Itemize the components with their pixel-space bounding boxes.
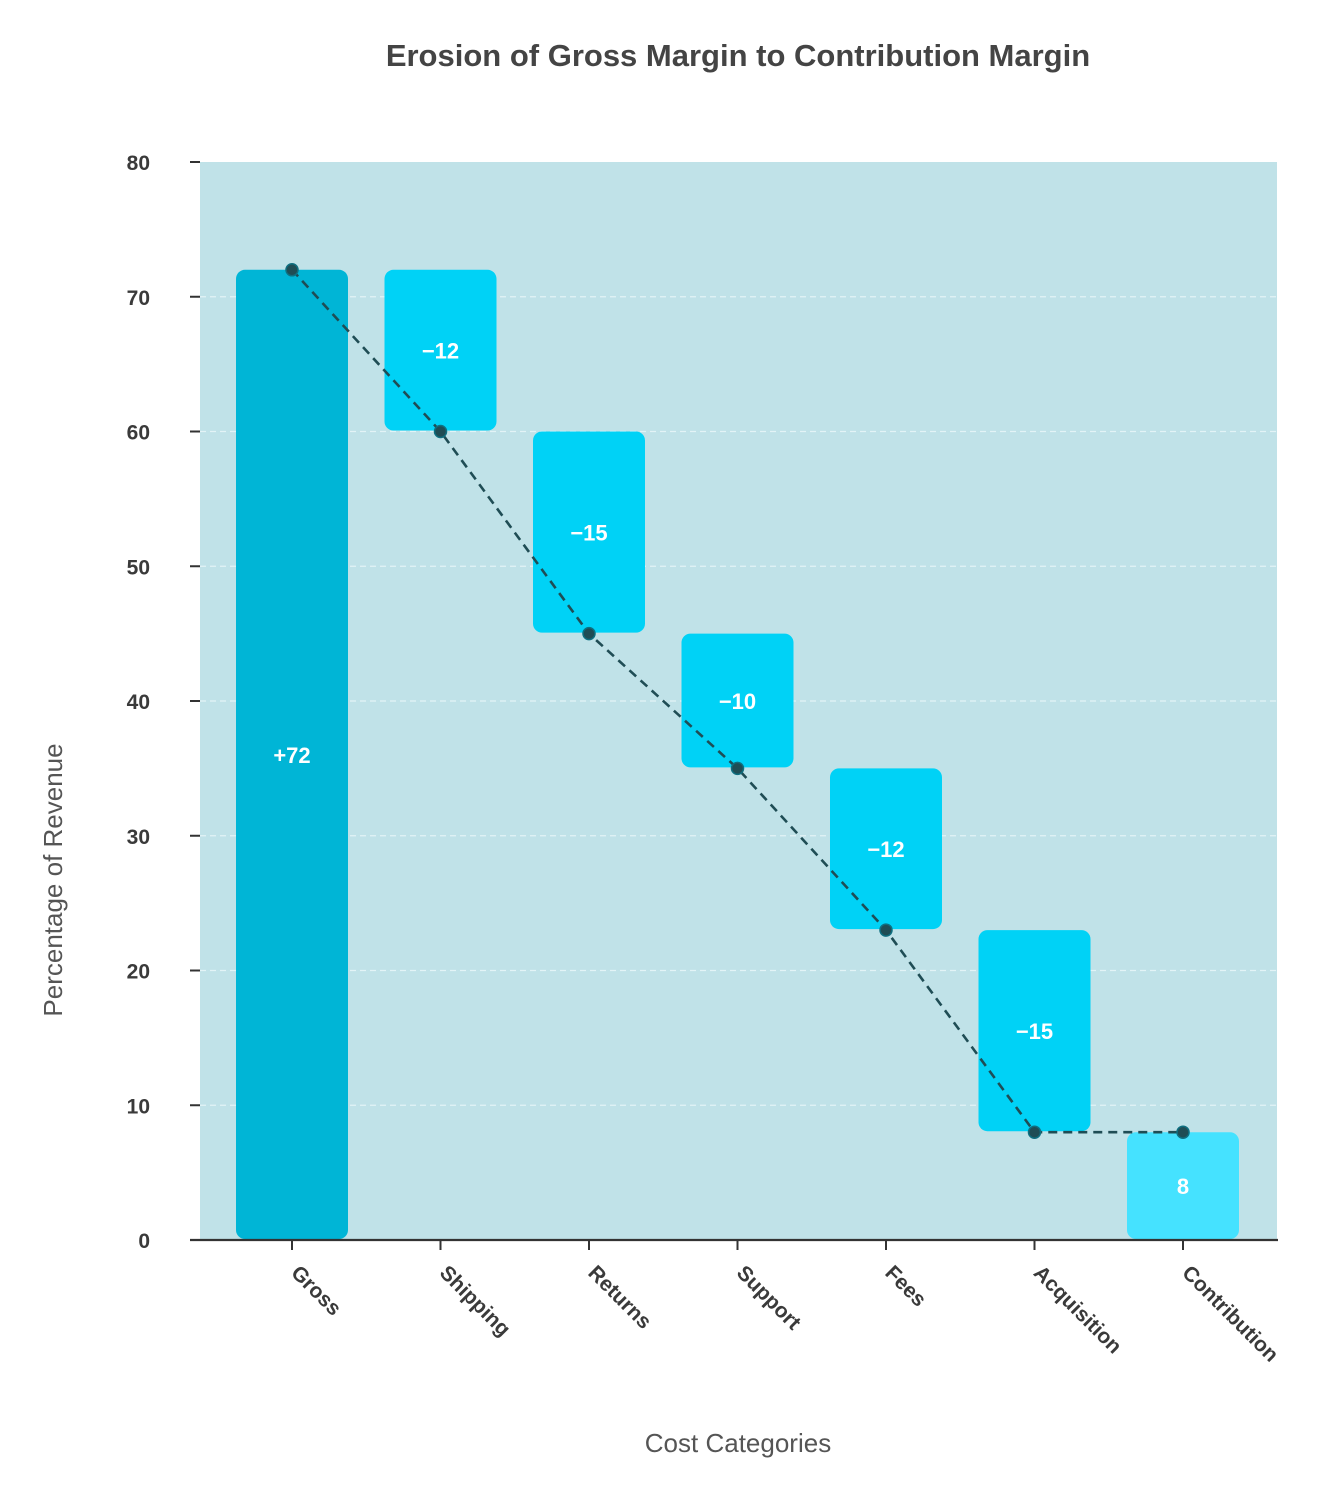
bar-support xyxy=(681,633,794,768)
y-tick-label: 20 xyxy=(127,961,150,984)
bar-acquisition xyxy=(978,930,1091,1132)
x-tick-label: Support xyxy=(732,1261,805,1334)
bar-shipping xyxy=(384,269,497,431)
y-tick-label: 60 xyxy=(127,422,150,445)
y-axis: 0 10 20 30 40 50 60 70 80 xyxy=(127,152,200,1253)
y-tick-label: 10 xyxy=(127,1095,150,1118)
y-tick-label: 0 xyxy=(138,1230,150,1253)
bar-value-label: −12 xyxy=(867,837,904,862)
bar-labels: +72 −12 −15 −10 −12 −15 8 xyxy=(273,339,1189,1199)
x-axis: Gross Shipping Returns Support Fees Acquisiti… xyxy=(190,1238,1283,1367)
bar-gross xyxy=(236,269,348,1239)
connector-point xyxy=(730,761,745,776)
x-tick-label: Fees xyxy=(880,1261,930,1311)
connector-point xyxy=(582,626,596,641)
connector-point xyxy=(285,263,299,277)
bar-value-label: 8 xyxy=(1177,1174,1189,1199)
x-tick-label: Returns xyxy=(583,1261,655,1333)
y-tick-label: 80 xyxy=(127,152,150,175)
bar-fees xyxy=(830,768,942,930)
y-tick-label: 30 xyxy=(127,826,150,849)
y-tick-label: 70 xyxy=(127,287,150,310)
bar-value-label: −15 xyxy=(1016,1019,1053,1044)
connector-line xyxy=(285,263,1190,1139)
y-axis-title: Percentage of Revenue xyxy=(38,743,68,1016)
connector-point xyxy=(879,923,893,937)
y-tick-label: 50 xyxy=(127,556,150,579)
x-tick-label: Acquisition xyxy=(1029,1261,1126,1358)
bar-value-label: −10 xyxy=(719,689,756,714)
x-axis-title: Cost Categories xyxy=(645,1428,831,1458)
bar-contribution xyxy=(1127,1132,1239,1239)
x-tick-label: Contribution xyxy=(1177,1261,1282,1366)
y-tick-label: 40 xyxy=(127,691,150,714)
connector-point xyxy=(433,424,448,439)
chart-title: Erosion of Gross Margin to Contribution … xyxy=(386,38,1090,73)
bars xyxy=(236,269,1239,1239)
x-tick-label: Shipping xyxy=(435,1261,515,1341)
bar-value-label: −12 xyxy=(422,339,459,364)
bar-value-label: +72 xyxy=(273,743,310,768)
bar-value-label: −15 xyxy=(570,521,607,546)
x-tick-label: Gross xyxy=(286,1261,345,1320)
connector-point xyxy=(1176,1125,1190,1139)
connector-point xyxy=(1027,1125,1042,1139)
bar-returns xyxy=(533,431,645,633)
